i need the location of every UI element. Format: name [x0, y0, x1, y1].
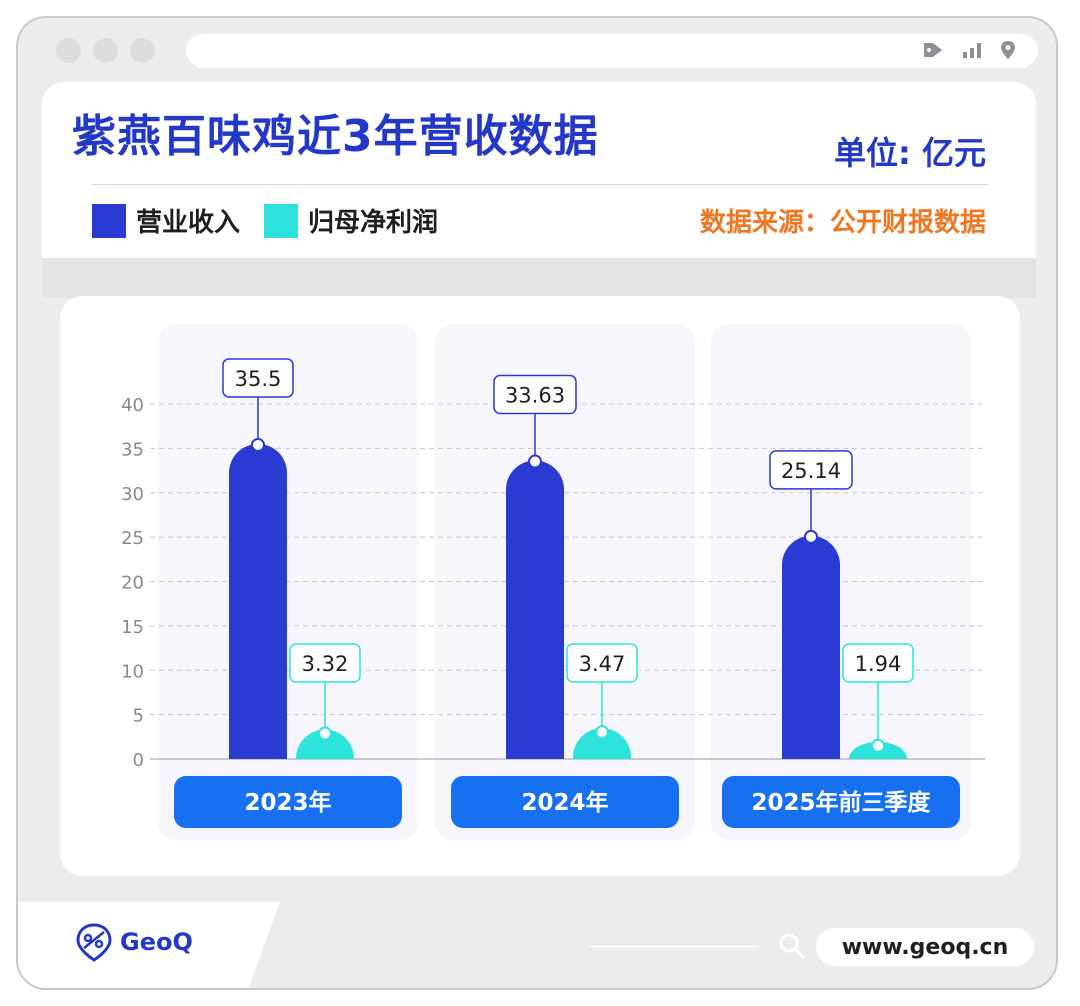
- revenue-data-label: 35.5: [235, 367, 282, 391]
- category-label: 2024年: [521, 789, 608, 816]
- website-url[interactable]: www.geoq.cn: [816, 928, 1034, 966]
- legend-swatch-revenue: [92, 203, 126, 238]
- profit-bar: [573, 728, 631, 759]
- unit-label: 单位: 亿元: [834, 134, 986, 172]
- window-controls: [56, 38, 155, 63]
- bar-chart: 0 5 10 15 20 25 30 35 40 35.5 33.63 25.14 3.32 3.47 1.…: [121, 324, 985, 840]
- y-tick-label: 20: [121, 573, 144, 594]
- data-label-box: [493, 374, 577, 415]
- page-title: 紫燕百味鸡近3年营收数据: [72, 111, 599, 162]
- address-bar[interactable]: [186, 34, 1038, 68]
- category-button: [174, 776, 402, 828]
- header-divider: [92, 184, 988, 185]
- brand-name: GeoQ: [120, 928, 193, 956]
- category-button: [451, 776, 679, 828]
- y-tick-label: 10: [121, 661, 144, 682]
- data-label-box: [566, 643, 638, 683]
- window-dot-close[interactable]: [56, 38, 81, 63]
- profit-data-label: 3.32: [302, 652, 349, 676]
- location-pin-icon: [1001, 41, 1015, 59]
- legend-swatch-profit: [264, 203, 299, 238]
- data-label-box: [769, 450, 853, 490]
- footer-logo-panel: [18, 902, 280, 988]
- search-icon[interactable]: [778, 932, 806, 960]
- revenue-bar: [229, 443, 287, 759]
- y-tick-label: 40: [121, 395, 144, 416]
- data-point-marker: [871, 738, 885, 753]
- profit-data-label: 1.94: [855, 652, 902, 676]
- category-label: 2025年前三季度: [751, 789, 931, 816]
- data-label-box: [222, 358, 294, 398]
- data-label-box: [289, 643, 361, 683]
- legend-label-revenue: 营业收入: [136, 208, 241, 238]
- legend-item-revenue: 营业收入: [92, 202, 240, 239]
- data-point-marker: [595, 725, 609, 740]
- window-dot-maximize[interactable]: [130, 38, 155, 63]
- data-source: 数据来源：公开财报数据: [699, 208, 986, 238]
- category-button: [722, 776, 960, 828]
- header-card: [42, 82, 1036, 278]
- revenue-bar: [782, 535, 840, 759]
- window-dot-minimize[interactable]: [93, 38, 118, 63]
- y-tick-label: 5: [133, 706, 144, 727]
- signal-icon: [963, 43, 981, 58]
- category-panel: [711, 324, 971, 840]
- revenue-data-label: 33.63: [505, 384, 565, 408]
- header-shadow: [42, 258, 1036, 298]
- data-point-marker: [528, 454, 542, 469]
- chart-legend: 营业收入 归母净利润: [92, 202, 462, 239]
- revenue-data-label: 25.14: [781, 459, 841, 483]
- brand-logo: GeoQ: [74, 922, 193, 962]
- profit-bar: [296, 729, 354, 759]
- geoq-logo-icon: [76, 923, 112, 962]
- legend-item-profit: 归母净利润: [264, 202, 438, 239]
- tag-icon: [924, 43, 942, 57]
- data-point-marker: [318, 726, 332, 741]
- y-tick-label: 0: [133, 750, 144, 771]
- y-tick-label: 30: [121, 484, 144, 505]
- data-point-marker: [804, 529, 818, 544]
- data-point-marker: [251, 437, 265, 452]
- y-tick-label: 25: [121, 528, 144, 549]
- y-tick-label: 35: [121, 439, 144, 460]
- revenue-bar: [506, 460, 564, 759]
- legend-label-profit: 归母净利润: [308, 208, 439, 238]
- data-label-box: [842, 643, 914, 683]
- profit-data-label: 3.47: [579, 652, 626, 676]
- category-label: 2023年: [244, 789, 331, 816]
- chart-card: 0 5 10 15 20 25 30 35 40 35.5 33.63 25.14 3.32 3.47 1.…: [60, 296, 1020, 876]
- footer-divider: [588, 946, 758, 947]
- y-tick-label: 15: [121, 617, 144, 638]
